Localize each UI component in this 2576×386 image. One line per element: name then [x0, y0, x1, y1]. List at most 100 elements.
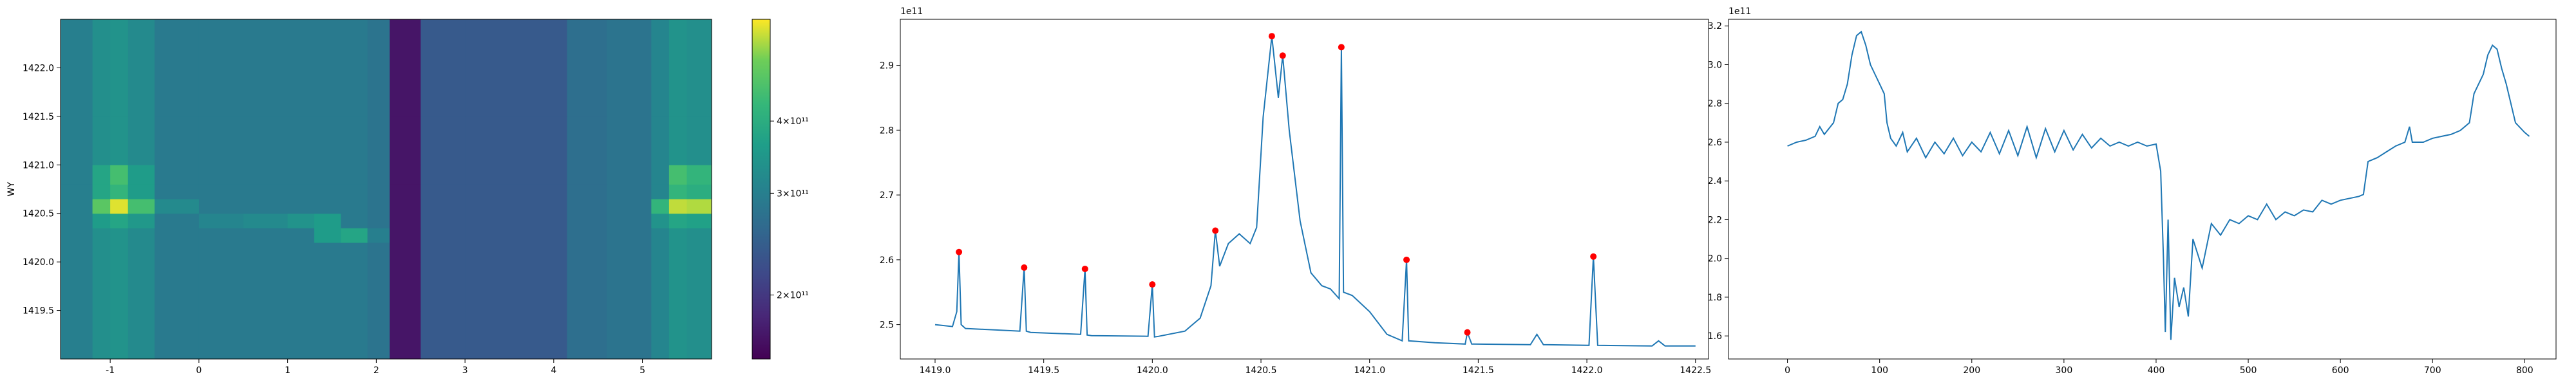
- data-line: [934, 36, 1696, 347]
- y-tick-label: 2.6: [880, 255, 894, 266]
- heatmap-cell: [687, 199, 712, 214]
- heatmap-cell: [155, 165, 200, 185]
- offset-text: 1e11: [900, 6, 923, 17]
- heatmap-cell: [687, 228, 712, 243]
- heatmap-cell: [607, 184, 652, 199]
- heatmap-cell: [687, 262, 712, 311]
- heatmap-cell: [367, 310, 390, 360]
- heatmap-cell: [92, 213, 111, 228]
- heatmap-cell: [509, 262, 567, 311]
- heatmap-cell: [110, 199, 129, 214]
- heatmap-cell: [668, 262, 687, 311]
- heatmap-cell: [287, 213, 315, 228]
- heatmap-cell: [314, 262, 341, 311]
- heatmap-cell: [198, 68, 244, 117]
- heatmap-cell: [465, 262, 510, 311]
- heatmap-cell: [367, 165, 390, 185]
- heatmap-cell: [155, 184, 200, 199]
- heatmap-cell: [509, 68, 567, 117]
- x-tick-label: 800: [2516, 365, 2533, 376]
- y-tick-label: 2.5: [880, 320, 894, 331]
- heatmap-cell: [651, 68, 670, 117]
- heatmap-cell: [651, 19, 670, 68]
- heatmap-cell: [110, 228, 129, 243]
- y-tick-label: 1420.0: [23, 257, 54, 268]
- heatmap-cell: [367, 116, 390, 165]
- peak-marker: [1403, 256, 1410, 263]
- x-tick-label: 1422.0: [1571, 365, 1603, 376]
- heatmap-cell: [509, 199, 567, 214]
- heatmap-cell: [607, 19, 652, 68]
- heatmap-cell: [668, 310, 687, 360]
- heatmap-cell: [567, 242, 607, 262]
- colorbar-tick-label: 3×10¹¹: [777, 188, 809, 199]
- y-tick-label: 2.0: [1708, 254, 1722, 264]
- heatmap-cell: [651, 310, 670, 360]
- offset-text: 1e11: [1728, 6, 1751, 17]
- axes-frame: [900, 19, 1709, 360]
- heatmap-cell: [314, 242, 341, 262]
- heatmap-cell: [61, 199, 93, 214]
- heatmap-cell: [607, 310, 652, 360]
- heatmap-cell: [390, 262, 421, 311]
- heatmap-cell: [314, 228, 341, 243]
- heatmap-cell: [651, 228, 670, 243]
- peak-marker: [1149, 281, 1156, 288]
- colorbar-tick-label: 4×10¹¹: [777, 116, 809, 127]
- heatmap-cell: [61, 165, 93, 185]
- heatmap-cell: [243, 228, 289, 243]
- heatmap-cell: [110, 262, 129, 311]
- heatmap-cell: [128, 228, 155, 243]
- heatmap-cell: [341, 165, 368, 185]
- heatmap-cell: [287, 184, 315, 199]
- heatmap-cell: [155, 262, 200, 311]
- heatmap-cell: [465, 213, 510, 228]
- heatmap-cell: [287, 310, 315, 360]
- y-tick-label: 2.2: [1708, 215, 1722, 225]
- x-tick-label: 4: [551, 365, 556, 376]
- heatmap-cell: [155, 19, 200, 68]
- heatmap-cell: [390, 165, 421, 185]
- heatmap-cell: [287, 242, 315, 262]
- heatmap-cell: [61, 213, 93, 228]
- heatmap-cell: [198, 19, 244, 68]
- heatmap-cell: [92, 165, 111, 185]
- heatmap-cell: [61, 68, 93, 117]
- heatmap-cell: [607, 68, 652, 117]
- heatmap-cell: [465, 68, 510, 117]
- heatmap-cell: [61, 184, 93, 199]
- heatmap-cell: [390, 310, 421, 360]
- x-tick-label: 0: [196, 365, 202, 376]
- heatmap-cell: [198, 165, 244, 185]
- heatmap-cell: [243, 19, 289, 68]
- heatmap-cell: [128, 310, 155, 360]
- heatmap-cell: [128, 199, 155, 214]
- heatmap-cell: [687, 184, 712, 199]
- heatmap-cell: [92, 184, 111, 199]
- heatmap-cell: [465, 310, 510, 360]
- heatmap-cell: [509, 310, 567, 360]
- y-tick-label: 2.9: [880, 61, 894, 71]
- heatmap-cell: [607, 213, 652, 228]
- heatmap-cell: [198, 242, 244, 262]
- heatmap-cell: [509, 213, 567, 228]
- y-tick-label: 2.7: [880, 190, 894, 201]
- heatmap-cell: [110, 19, 129, 68]
- y-tick-label: 1.8: [1708, 293, 1722, 303]
- heatmap-cell: [128, 116, 155, 165]
- heatmap-cell: [287, 19, 315, 68]
- heatmap-cell: [465, 228, 510, 243]
- heatmap-cell: [155, 199, 200, 214]
- heatmap-cell: [128, 213, 155, 228]
- heatmap-cell: [421, 184, 466, 199]
- peak-marker: [1212, 227, 1219, 234]
- heatmap-cell: [287, 228, 315, 243]
- heatmap-cell: [390, 116, 421, 165]
- heatmap-cell: [110, 184, 129, 199]
- heatmap-cell: [390, 184, 421, 199]
- heatmap-cell: [243, 68, 289, 117]
- peak-marker: [1464, 329, 1471, 336]
- heatmap-cell: [155, 242, 200, 262]
- heatmap-cell: [61, 116, 93, 165]
- heatmap-cell: [287, 116, 315, 165]
